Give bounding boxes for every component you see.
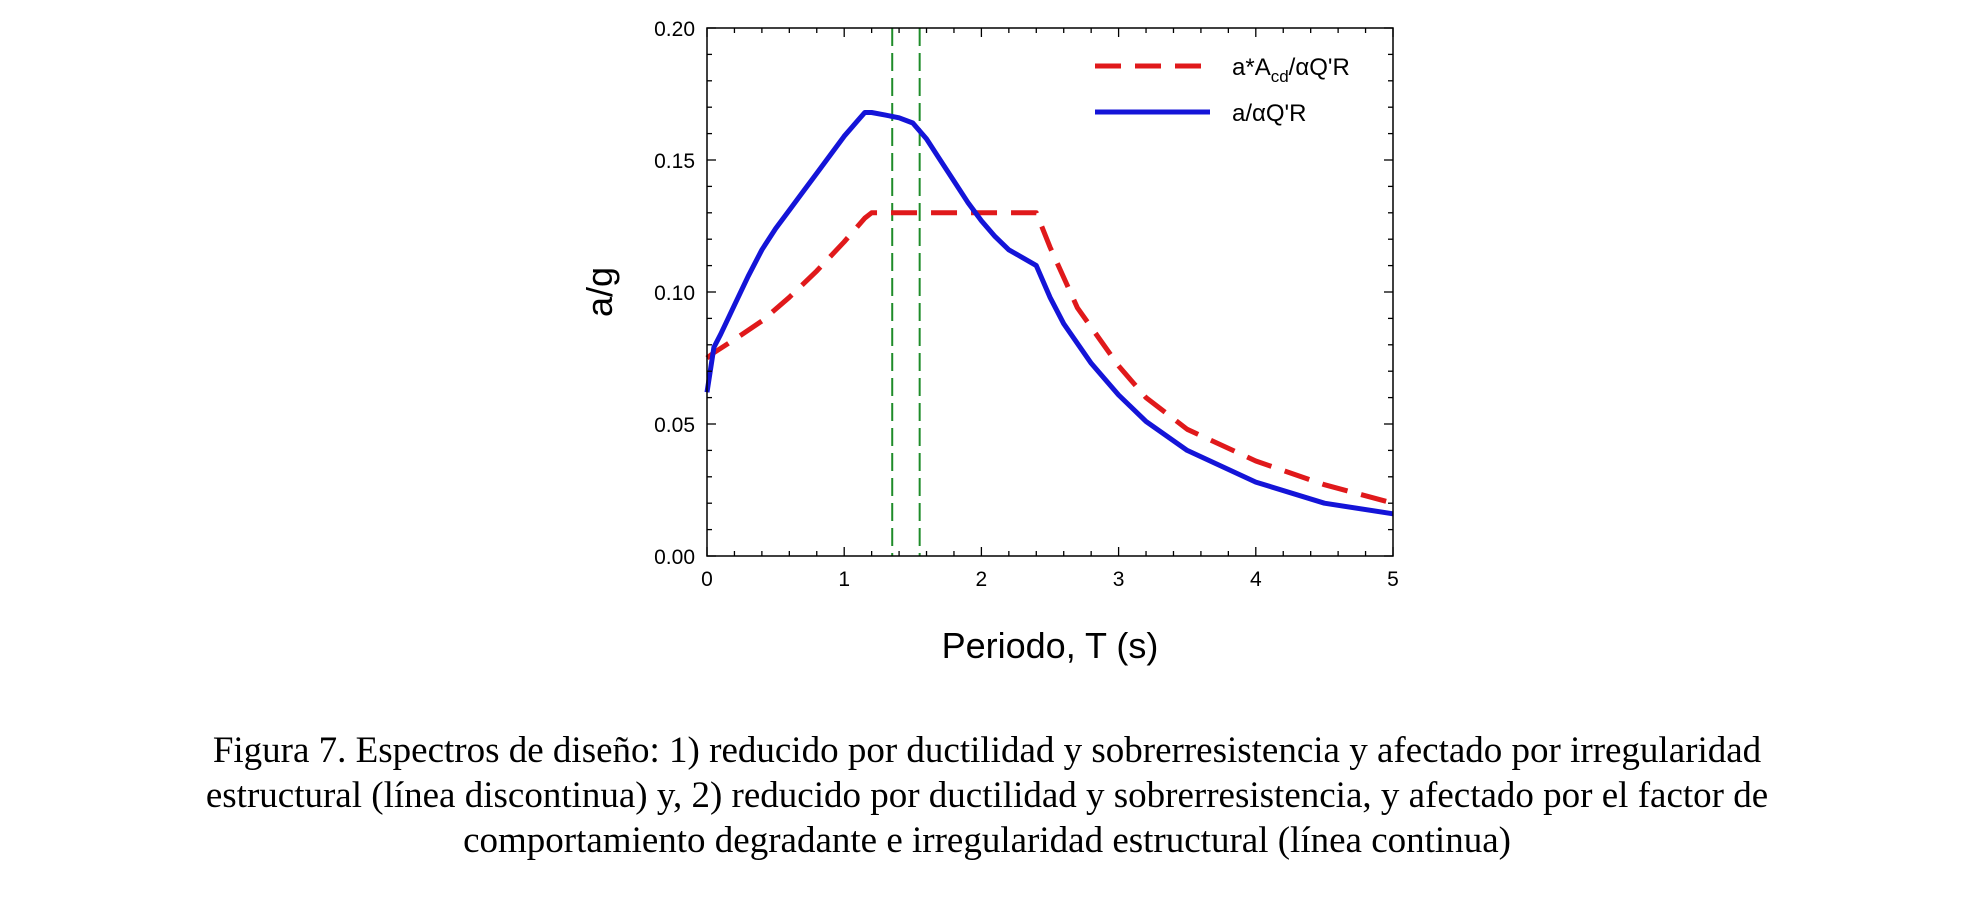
legend-label-part: /αQ'R xyxy=(1289,54,1350,81)
series-layer xyxy=(704,110,1394,517)
legend-label: a/αQ'R xyxy=(1232,100,1306,127)
axis-ticks xyxy=(706,27,1394,557)
legend: a*Acd/αQ'R a/αQ'R xyxy=(1095,54,1350,127)
y-axis-title: a/g xyxy=(579,267,620,317)
y-tick-label: 0.00 xyxy=(654,546,695,569)
series-line-dashed xyxy=(705,210,1394,506)
x-tick-label: 1 xyxy=(838,568,850,591)
figure-caption: Figura 7. Espectros de diseño: 1) reduci… xyxy=(0,728,1974,863)
x-tick-label: 2 xyxy=(976,568,988,591)
legend-label-part: cd xyxy=(1271,67,1289,86)
caption-line-2: estructural (línea discontinua) y, 2) re… xyxy=(205,775,1769,816)
x-tick-label: 4 xyxy=(1250,568,1262,591)
y-tick-label: 0.10 xyxy=(654,282,695,305)
vertical-reference-lines xyxy=(891,28,921,556)
x-tick-label: 3 xyxy=(1113,568,1125,591)
legend-label: a*Acd/αQ'R xyxy=(1232,54,1350,86)
y-tick-label: 0.20 xyxy=(654,18,695,41)
caption-line-3: comportamiento degradante e irregularida… xyxy=(463,820,1511,861)
caption-line-1: Figura 7. Espectros de diseño: 1) reduci… xyxy=(212,730,1762,771)
y-tick-labels: 0.00 0.05 0.10 0.15 0.20 xyxy=(654,18,695,569)
x-tick-label: 0 xyxy=(701,568,713,591)
y-tick-label: 0.05 xyxy=(654,414,695,437)
x-tick-label: 5 xyxy=(1387,568,1399,591)
spectrum-chart: 0 1 2 3 4 5 0.00 0.05 0.10 0.15 0.20 Periodo, T (… xyxy=(579,18,1399,666)
series-line-solid xyxy=(704,110,1394,517)
y-tick-label: 0.15 xyxy=(654,150,695,173)
legend-label-part: a/αQ'R xyxy=(1232,100,1306,127)
legend-label-part: a*A xyxy=(1232,54,1271,81)
x-tick-labels: 0 1 2 3 4 5 xyxy=(701,568,1399,591)
x-axis-title: Periodo, T (s) xyxy=(942,625,1159,666)
